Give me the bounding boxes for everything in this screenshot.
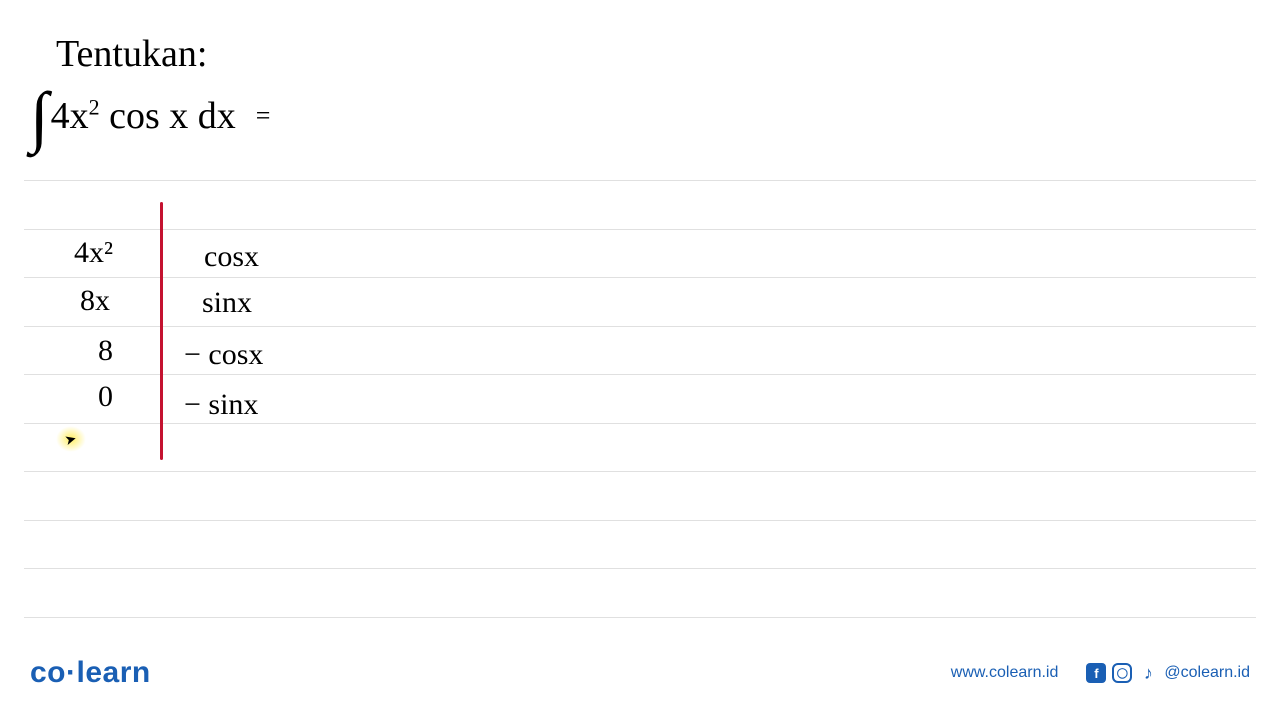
integral-body: 4x2 cos x dx [51,94,236,138]
tiktok-icon: ♪ [1138,663,1158,683]
brand-logo: co·learn [30,656,151,690]
table-cell-right-2: − cosx [184,338,263,372]
footer-url: www.colearn.id [951,664,1059,682]
facebook-icon: f [1086,663,1106,683]
cursor-highlight-icon [56,426,86,452]
integral-expression: ∫ 4x2 cos x dx = [30,82,270,150]
table-cell-left-3: 0 [98,380,113,414]
table-cell-left-1: 8x [80,284,110,318]
cursor-arrow-icon: ➤ [63,431,79,450]
instagram-icon: ◯ [1112,663,1132,683]
table-cell-left-2: 8 [98,334,113,368]
table-cell-right-1: sinx [202,286,252,320]
footer: co·learn www.colearn.id f ◯ ♪ @colearn.i… [0,656,1280,690]
table-divider [160,202,163,460]
table-cell-right-3: − sinx [184,388,258,422]
footer-right: www.colearn.id f ◯ ♪ @colearn.id [951,663,1250,683]
integral-sign-icon: ∫ [30,82,49,150]
table-cell-left-0: 4x² [74,236,113,270]
equals-sign: = [256,101,271,131]
table-cell-right-0: cosx [204,240,259,274]
social-handle: @colearn.id [1164,664,1250,682]
social-icons: f ◯ ♪ @colearn.id [1086,663,1250,683]
heading-title: Tentukan: [56,32,207,76]
